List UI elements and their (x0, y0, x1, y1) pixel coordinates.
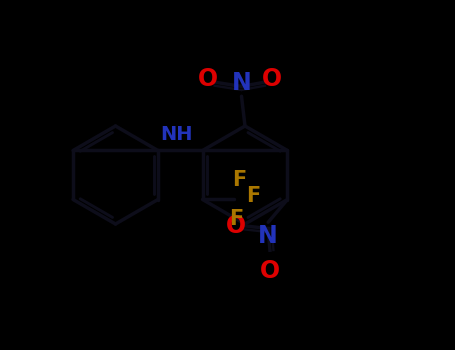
Text: N: N (258, 224, 278, 248)
Text: NH: NH (161, 125, 193, 144)
Text: N: N (232, 70, 251, 95)
Text: O: O (197, 67, 217, 91)
Text: O: O (260, 259, 280, 283)
Text: F: F (229, 209, 243, 229)
Text: O: O (226, 214, 246, 238)
Text: F: F (246, 186, 260, 206)
Text: O: O (262, 67, 282, 91)
Text: F: F (232, 170, 247, 190)
